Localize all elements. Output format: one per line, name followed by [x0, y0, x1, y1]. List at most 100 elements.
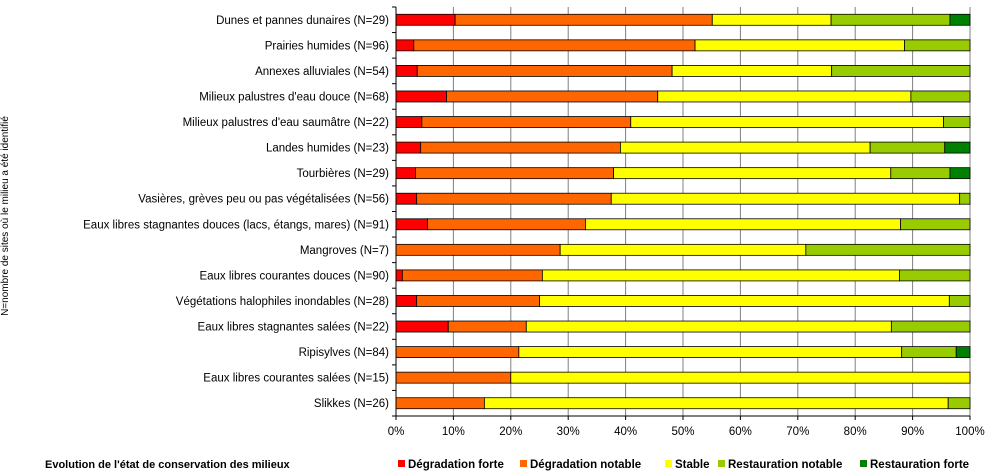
- x-tick-label: 90%: [901, 426, 924, 438]
- x-tick-label: 40%: [614, 426, 637, 438]
- bar-stable: [630, 116, 944, 128]
- bar-stable: [585, 218, 901, 231]
- bar-degradation-forte: [395, 167, 416, 180]
- bar-stable: [518, 346, 903, 358]
- bar-degradation-forte: [395, 141, 422, 154]
- bar-degradation-notable: [415, 167, 614, 180]
- category-label: Végétations halophiles inondables (N=28): [176, 296, 389, 308]
- legend-item: Dégradation forte: [398, 459, 504, 471]
- legend-swatch: [665, 460, 672, 467]
- bar-restauration-notable: [904, 39, 971, 52]
- bar-degradation-notable: [395, 346, 520, 358]
- bar-row: [395, 320, 971, 333]
- bar-row: [395, 141, 971, 154]
- category-label: Eaux libres courantes douces (N=90): [199, 270, 389, 282]
- bar-row: [395, 65, 971, 77]
- bar-restauration-notable: [947, 397, 971, 410]
- legend-label: Stable: [675, 459, 710, 471]
- bar-restauration-notable: [830, 13, 951, 26]
- category-label: Eaux libres stagnantes douces (lacs, éta…: [83, 219, 389, 231]
- category-label: Milieux palustres d'eau douce (N=68): [199, 91, 389, 103]
- bar-restauration-notable: [948, 295, 971, 307]
- category-label: Eaux libres courantes salées (N=15): [203, 373, 389, 385]
- y-axis-title: N=nombre de sites où le milieu a été ide…: [0, 116, 11, 316]
- legend-label: Restauration forte: [870, 459, 969, 471]
- bar-stable: [613, 167, 892, 180]
- bar-degradation-forte: [395, 116, 423, 128]
- bar-stable: [541, 269, 900, 282]
- legend-item: Restauration forte: [860, 459, 969, 471]
- x-tick-label: 20%: [499, 426, 522, 438]
- category-label: Slikkes (N=26): [314, 398, 389, 410]
- bar-restauration-notable: [831, 65, 971, 77]
- bar-stable: [539, 295, 950, 307]
- bar-degradation-notable: [395, 243, 561, 256]
- bar-degradation-notable: [421, 116, 632, 128]
- bar-restauration-forte: [949, 167, 971, 180]
- chart-caption: Evolution de l'état de conservation des …: [45, 459, 291, 471]
- bar-degradation-forte: [395, 295, 418, 307]
- category-label: Tourbières (N=29): [297, 168, 390, 180]
- bar-degradation-forte: [395, 13, 456, 26]
- bar-stable: [510, 371, 971, 384]
- bar-degradation-notable: [401, 269, 543, 282]
- legend-label: Dégradation notable: [530, 459, 641, 471]
- bar-degradation-notable: [395, 397, 485, 410]
- category-label: Milieux palustres d'eau saumâtre (N=22): [183, 117, 390, 129]
- bar-restauration-forte: [949, 13, 971, 26]
- category-labels: Dunes et pannes dunaires (N=29) Prairies …: [83, 15, 389, 410]
- category-label: Vasières, grèves peu ou pas végétalisées…: [138, 194, 389, 206]
- category-label: Mangroves (N=7): [300, 245, 389, 257]
- legend-swatch: [520, 460, 527, 467]
- x-tick-labels: 0% 10% 20% 30% 40% 50% 60% 70% 80% 90% 100%: [388, 426, 985, 438]
- x-tick-label: 70%: [786, 426, 809, 438]
- x-tick-label: 60%: [729, 426, 752, 438]
- legend-swatch: [718, 460, 725, 467]
- bar-restauration-forte: [944, 141, 971, 154]
- bar-row: [395, 167, 971, 180]
- category-label: Dunes et pannes dunaires (N=29): [216, 15, 389, 27]
- x-tick-label: 10%: [442, 426, 465, 438]
- bar-degradation-forte: [395, 320, 449, 333]
- bar-stable: [711, 13, 832, 26]
- bar-degradation-forte: [395, 269, 403, 282]
- category-label: Landes humides (N=23): [266, 143, 389, 155]
- bar-degradation-notable: [454, 13, 713, 26]
- legend-label: Restauration notable: [728, 459, 842, 471]
- bar-row: [395, 371, 971, 384]
- category-label: Prairies humides (N=96): [265, 40, 389, 52]
- bar-stable: [483, 397, 949, 410]
- bar-restauration-notable: [890, 167, 951, 180]
- bar-stable: [694, 39, 905, 52]
- bar-restauration-notable: [959, 192, 971, 205]
- category-label: Eaux libres stagnantes salées (N=22): [198, 322, 390, 334]
- bar-row: [395, 346, 971, 358]
- x-tick-label: 80%: [844, 426, 867, 438]
- bar-degradation-notable: [447, 320, 527, 333]
- bar-degradation-forte: [395, 218, 428, 231]
- bar-stable: [671, 65, 833, 77]
- bar-degradation-notable: [427, 218, 586, 231]
- bar-degradation-forte: [395, 192, 418, 205]
- bar-restauration-notable: [805, 243, 971, 256]
- bar-restauration-notable: [898, 269, 971, 282]
- bar-row: [395, 13, 971, 26]
- bar-restauration-notable: [943, 116, 971, 128]
- bar-restauration-notable: [901, 346, 957, 358]
- bar-stable: [610, 192, 961, 205]
- bar-restauration-notable: [869, 141, 946, 154]
- x-tick-label: 50%: [671, 426, 694, 438]
- bar-stable: [657, 90, 912, 103]
- bar-row: [395, 39, 971, 52]
- bar-series: [395, 13, 971, 410]
- bar-degradation-forte: [395, 90, 447, 103]
- bar-row: [395, 397, 971, 410]
- bar-restauration-forte: [955, 346, 971, 358]
- bar-row: [395, 295, 971, 307]
- legend-item: Dégradation notable: [520, 459, 641, 471]
- category-label: Ripisylves (N=84): [299, 347, 390, 359]
- x-tick-label: 100%: [955, 426, 984, 438]
- bar-degradation-notable: [416, 192, 612, 205]
- bar-restauration-notable: [890, 320, 971, 333]
